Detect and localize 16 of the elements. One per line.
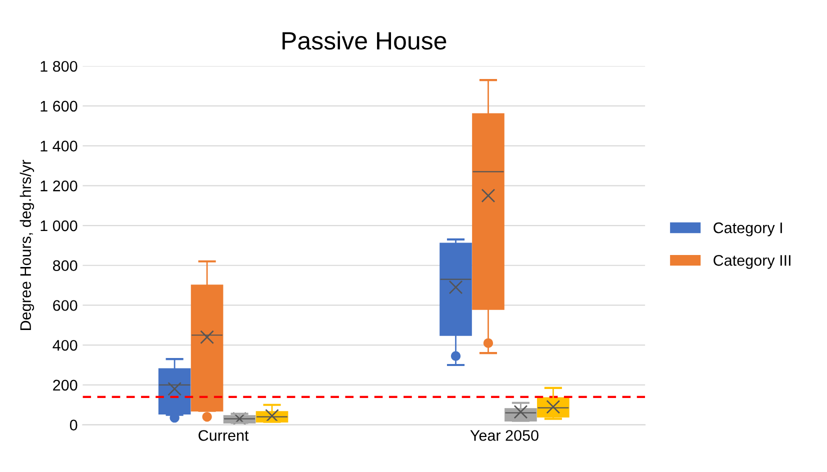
y-tick-label: 200 bbox=[53, 380, 78, 391]
chart-title: Passive House bbox=[282, 31, 446, 50]
y-tick-label: 1 400 bbox=[40, 140, 78, 152]
x-tick-label: Current bbox=[198, 430, 249, 441]
y-axis-title: Degree Hours, deg.hrs/yr bbox=[20, 160, 34, 330]
y-tick-label: 600 bbox=[53, 300, 78, 311]
legend-label: Category I bbox=[714, 222, 782, 236]
y-tick-label: 1 000 bbox=[40, 220, 78, 232]
y-tick-label: 800 bbox=[53, 260, 78, 272]
y-tick-label: 1 800 bbox=[40, 60, 78, 72]
y-tick-label: 1 200 bbox=[40, 180, 78, 192]
y-tick-label: 1 600 bbox=[40, 100, 78, 112]
y-tick-label: 0 bbox=[70, 420, 78, 430]
y-tick-label: 400 bbox=[52, 340, 78, 351]
x-tick-label: Year 2050 bbox=[470, 430, 538, 441]
legend-label: Category III bbox=[714, 255, 790, 269]
